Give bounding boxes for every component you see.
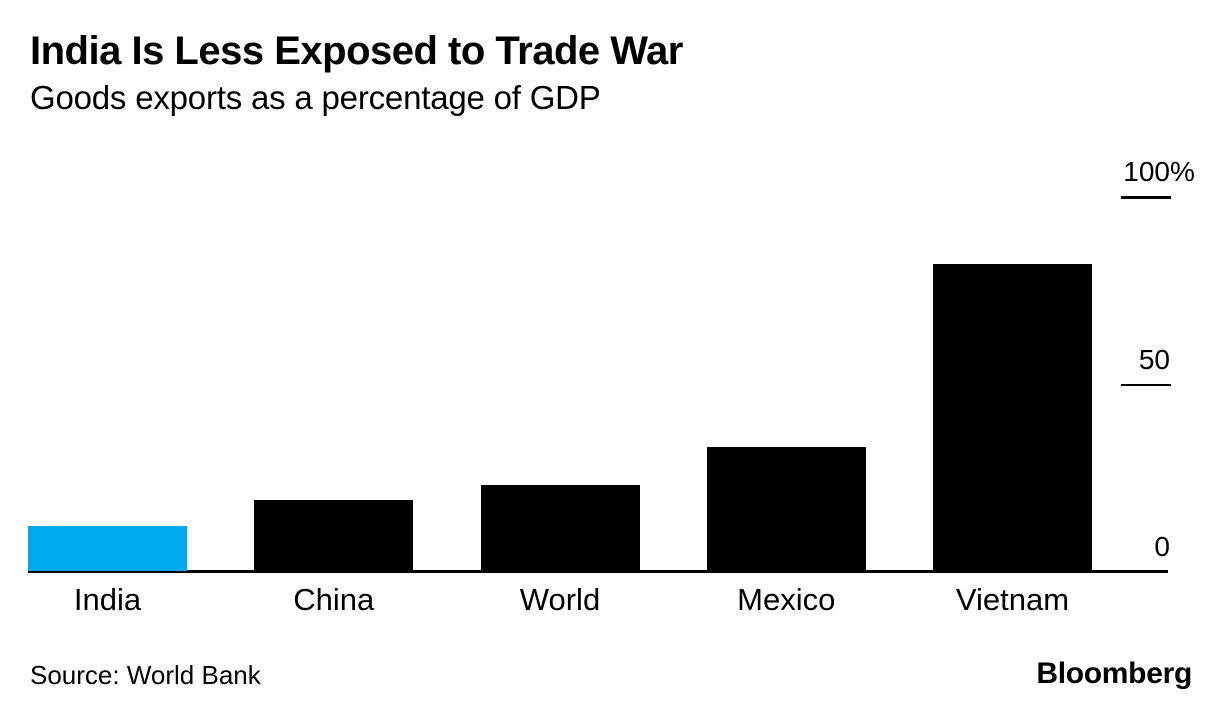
y-tick-label-0: 0 xyxy=(1154,531,1170,563)
y-tick-number: 50 xyxy=(1138,343,1170,375)
source-note: Source: World Bank xyxy=(30,660,261,690)
bar-vietnam xyxy=(933,263,1092,571)
y-tick-number: 0 xyxy=(1154,531,1170,563)
bar-china xyxy=(254,499,414,571)
chart-subtitle: Goods exports as a percentage of GDP xyxy=(30,79,601,116)
x-axis-label-mexico: Mexico xyxy=(737,582,836,617)
bar-india xyxy=(28,526,187,571)
y-tick-line-100 xyxy=(1121,196,1171,199)
bloomberg-logo: Bloomberg xyxy=(1036,657,1192,690)
percent-suffix: % xyxy=(1170,156,1195,188)
x-axis-label-world: World xyxy=(519,582,601,617)
x-axis-label-india: India xyxy=(73,582,142,617)
x-axis-baseline xyxy=(28,570,1168,573)
y-tick-line-50 xyxy=(1121,383,1171,386)
y-tick-label-100: 100% xyxy=(1123,156,1195,188)
bar-mexico xyxy=(706,447,866,571)
y-tick-label-50: 50 xyxy=(1138,343,1170,376)
x-axis-label-china: China xyxy=(293,582,375,617)
chart-title: India Is Less Exposed to Trade War xyxy=(30,29,683,73)
chart-header: India Is Less Exposed to Trade War Goods… xyxy=(30,29,683,117)
bar-world xyxy=(480,484,640,571)
x-axis-label-vietnam: Vietnam xyxy=(955,582,1070,617)
y-tick-number: 100 xyxy=(1123,156,1170,188)
